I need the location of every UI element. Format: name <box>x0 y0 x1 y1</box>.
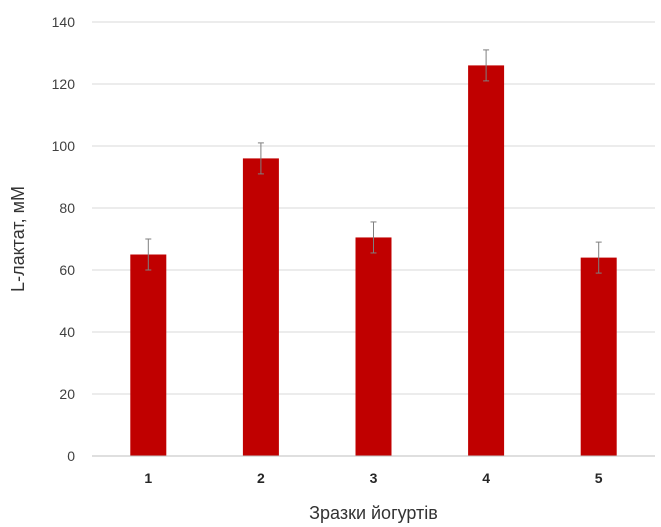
x-tick-label-4: 4 <box>482 470 490 486</box>
y-tick-label: 80 <box>59 200 75 216</box>
x-axis-title: Зразки йогуртів <box>309 503 438 523</box>
bar-2 <box>242 158 279 456</box>
error-bars <box>145 49 602 274</box>
x-axis-ticks: 1 2 3 4 5 <box>144 470 602 486</box>
x-tick-label-1: 1 <box>144 470 152 486</box>
y-tick-label: 120 <box>52 76 76 92</box>
y-tick-label: 40 <box>59 324 75 340</box>
bar-3 <box>355 237 392 456</box>
y-axis-ticks: 0 20 40 60 80 100 120 140 <box>52 14 76 464</box>
bar-4 <box>468 65 505 457</box>
bar-5 <box>580 257 617 456</box>
y-tick-label: 100 <box>52 138 76 154</box>
x-tick-label-5: 5 <box>595 470 603 486</box>
bars <box>130 65 617 457</box>
y-tick-label: 0 <box>67 448 75 464</box>
x-tick-label-2: 2 <box>257 470 265 486</box>
bar-1 <box>130 254 167 456</box>
x-tick-label-3: 3 <box>370 470 378 486</box>
y-tick-label: 60 <box>59 262 75 278</box>
y-tick-label: 20 <box>59 386 75 402</box>
y-axis-title: L-лактат, мМ <box>8 186 28 292</box>
y-tick-label: 140 <box>52 14 76 30</box>
